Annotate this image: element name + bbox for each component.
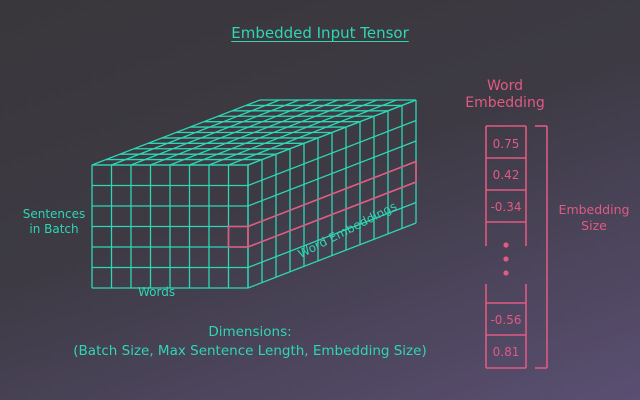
ellipsis-dot (503, 270, 509, 276)
embedding-size-line2: Size (581, 218, 607, 233)
embedding-vector-column (485, 125, 548, 369)
sentences-label-line2: in Batch (29, 222, 79, 236)
dimensions-detail: (Batch Size, Max Sentence Length, Embedd… (73, 343, 427, 359)
embedding-value-cell: -0.34 (490, 200, 522, 214)
highlighted-word-embedding (227, 160, 417, 248)
embedding-value-cell: 0.75 (492, 137, 520, 151)
word-embedding-heading: Word Embedding (460, 78, 550, 112)
ellipsis-dots (503, 242, 509, 276)
highlighted-edge (247, 181, 417, 248)
dimensions-heading: Dimensions: (208, 324, 292, 340)
words-axis-label: Words (138, 285, 176, 299)
embedding-value-cell: 0.81 (492, 345, 520, 359)
embedding-size-label: Embedding Size (548, 202, 640, 234)
ellipsis-dot (503, 242, 509, 248)
highlighted-edge (247, 160, 417, 228)
word-embedding-heading-line1: Word (487, 78, 523, 94)
tensor-cube (91, 99, 417, 289)
word-embedding-heading-line2: Embedding (465, 95, 545, 111)
diagram-title: Embedded Input Tensor (231, 24, 409, 42)
ellipsis-dot (503, 256, 509, 262)
embedding-size-line1: Embedding (558, 202, 630, 217)
highlighted-cell (227, 225, 249, 248)
embedding-value-cell: -0.56 (490, 313, 522, 327)
sentences-in-batch-label: Sentences in Batch (10, 207, 98, 237)
sentences-label-line1: Sentences (22, 207, 86, 221)
embedding-value-cell: 0.42 (492, 168, 520, 182)
dimensions-caption: Dimensions: (Batch Size, Max Sentence Le… (40, 323, 460, 361)
